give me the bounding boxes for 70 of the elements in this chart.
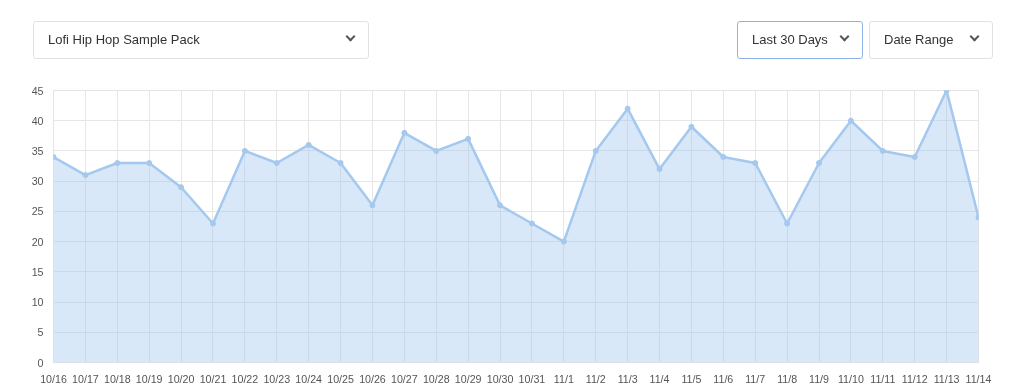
point — [114, 160, 121, 167]
x-tick-label: 10/17 — [72, 372, 99, 385]
y-tick-label: 0 — [37, 356, 44, 369]
point — [241, 147, 248, 154]
point — [592, 147, 599, 154]
x-tick-label: 10/29 — [454, 372, 482, 385]
text: Last 30 Days — [737, 21, 863, 59]
x-tick-label: 11/9 — [809, 372, 830, 385]
x-tick-label: 10/26 — [359, 372, 386, 385]
y-tick-label: 45 — [31, 84, 44, 97]
x-tick-label: 11/7 — [745, 372, 766, 385]
y-tick-label: 15 — [31, 265, 44, 278]
point — [528, 220, 535, 227]
y-tick-label: 10 — [31, 296, 44, 309]
point — [816, 160, 823, 167]
text: Date Range — [869, 21, 993, 59]
x-tick-label: 11/14 — [965, 372, 992, 385]
x-tick-label: 11/13 — [933, 372, 960, 385]
y-tick-label: 35 — [31, 144, 44, 157]
point — [273, 160, 280, 167]
point — [784, 220, 791, 227]
point — [305, 141, 312, 148]
point — [656, 166, 663, 173]
x-tick-label: 10/19 — [135, 372, 163, 385]
point — [688, 123, 695, 130]
point — [720, 153, 727, 160]
y-tick-label: 20 — [31, 235, 44, 248]
point — [82, 172, 89, 179]
x-tick-label: 11/4 — [649, 372, 670, 385]
point — [624, 105, 631, 112]
x-tick-label: 10/18 — [103, 372, 131, 385]
point — [401, 129, 408, 136]
x-tick-label: 11/5 — [681, 372, 702, 385]
x-tick-label: 11/8 — [777, 372, 798, 385]
point — [337, 160, 344, 167]
text: Lofi Hip Hop Sample Pack — [33, 21, 369, 59]
x-tick-label: 10/20 — [167, 372, 195, 385]
x-tick-label: 10/24 — [295, 372, 323, 385]
point — [497, 202, 504, 209]
point — [178, 184, 185, 191]
point — [146, 160, 153, 167]
x-tick-label: 10/27 — [391, 372, 418, 385]
y-tick-label: 30 — [31, 175, 44, 188]
y-tick-label: 25 — [31, 205, 44, 218]
point — [209, 220, 216, 227]
y-tick-label: 5 — [37, 326, 44, 339]
x-tick-label: 10/16 — [40, 372, 67, 385]
x-tick-label: 10/25 — [327, 372, 354, 385]
point — [369, 202, 376, 209]
point — [847, 117, 854, 124]
point — [911, 153, 918, 160]
point — [752, 160, 759, 167]
x-tick-label: 11/10 — [837, 372, 864, 385]
x-tick-label: 10/21 — [199, 372, 227, 385]
x-tick-label: 10/28 — [422, 372, 450, 385]
x-tick-label: 11/2 — [585, 372, 606, 385]
x-tick-label: 11/3 — [617, 372, 638, 385]
x-tick-label: 10/23 — [263, 372, 291, 385]
y-tick-label: 40 — [31, 114, 44, 127]
x-tick-label: 11/11 — [870, 372, 896, 385]
x-tick-label: 10/31 — [518, 372, 546, 385]
point — [465, 135, 472, 142]
x-tick-label: 10/30 — [486, 372, 514, 385]
point — [879, 147, 886, 154]
x-tick-label: 11/6 — [713, 372, 734, 385]
x-tick-label: 10/22 — [231, 372, 259, 385]
x-tick-label: 11/1 — [553, 372, 574, 385]
point — [433, 147, 440, 154]
point — [560, 238, 567, 245]
x-tick-label: 11/12 — [901, 372, 928, 385]
